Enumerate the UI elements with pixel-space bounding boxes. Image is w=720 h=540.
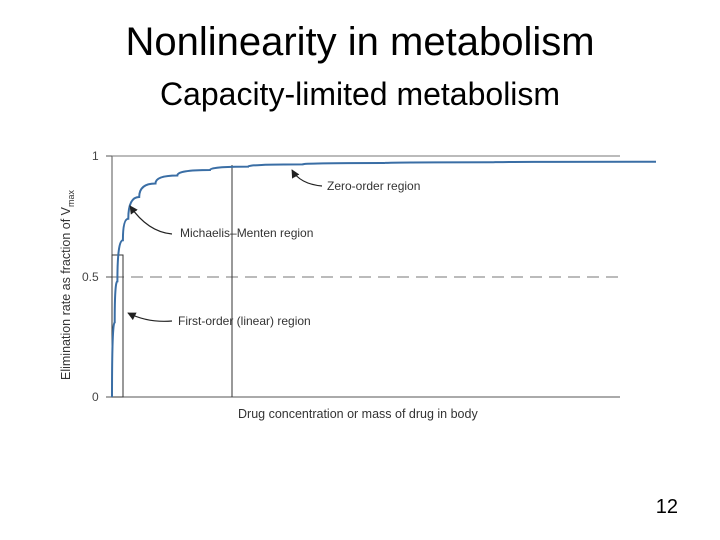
zero-order-arrow [291, 169, 323, 187]
first-order-label: First-order (linear) region [178, 314, 311, 328]
michaelis-menten-label: Michaelis–Menten region [180, 226, 313, 240]
y-tick-label-0: 0 [92, 390, 99, 404]
first-order-arrow [127, 312, 173, 322]
zero-order-label: Zero-order region [327, 179, 420, 193]
y-tick-label-0.5: 0.5 [82, 270, 99, 284]
michaelis-menten-arrow [129, 205, 173, 235]
elimination-rate-curve [111, 160, 657, 398]
y-axis-label: Elimination rate as fraction of Vmax [59, 189, 76, 380]
page-number: 12 [655, 496, 678, 518]
slide-title: Nonlinearity in metabolism [125, 20, 595, 64]
x-axis-label: Drug concentration or mass of drug in bo… [238, 407, 478, 421]
y-tick-label-1: 1 [92, 149, 99, 163]
slide-subtitle: Capacity-limited metabolism [159, 76, 561, 112]
y-axis-label-main: Elimination rate as fraction of V [59, 206, 73, 380]
y-axis-label-subscript: max [66, 189, 76, 207]
